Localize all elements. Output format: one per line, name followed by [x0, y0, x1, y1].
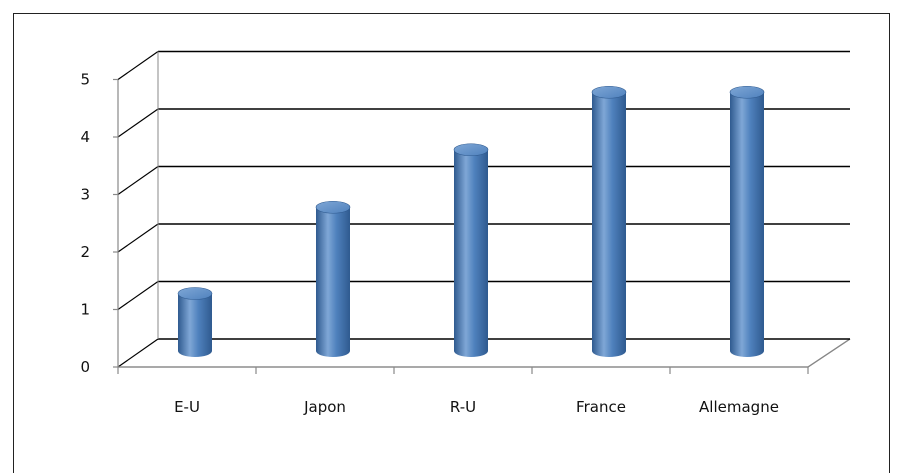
side-gridline: [117, 108, 159, 138]
y-tick-label: 5: [80, 71, 90, 89]
bar-cap: [453, 143, 489, 157]
y-tick-label: 2: [80, 243, 90, 261]
x-tick-label: E-U: [174, 398, 200, 416]
x-tick-label: France: [576, 398, 626, 416]
bar-body: [454, 149, 488, 357]
bar-e-u: [177, 287, 213, 357]
x-tick-label: Japon: [303, 398, 346, 416]
bar-japon: [315, 200, 351, 357]
side-gridline: [117, 51, 159, 80]
bar-allemagne: [729, 85, 765, 357]
bar-r-u: [453, 143, 489, 357]
side-gridline: [117, 338, 159, 368]
x-tick-label: Allemagne: [699, 398, 779, 416]
floor-right-edge: [807, 338, 851, 368]
bar-body: [178, 293, 212, 357]
bar-body: [592, 92, 626, 357]
bar-cap: [177, 287, 213, 300]
y-tick-label: 1: [80, 301, 90, 319]
bar-cap: [315, 200, 351, 214]
side-gridline: [117, 223, 159, 253]
bar-cap: [729, 85, 765, 99]
bar-chart: 0 1 2 3 4 5 E-U Japon R-U France Allemagne: [80, 50, 851, 416]
bar-body: [316, 207, 350, 357]
x-tick-label: R-U: [450, 398, 476, 416]
y-tick-label: 3: [80, 186, 90, 204]
y-tick-label: 0: [80, 358, 90, 376]
y-tick-label: 4: [80, 128, 90, 146]
side-gridline: [117, 166, 159, 195]
bar-body: [730, 92, 764, 357]
bar-cap: [591, 85, 627, 99]
side-gridline: [117, 281, 159, 310]
bar-france: [591, 85, 627, 357]
